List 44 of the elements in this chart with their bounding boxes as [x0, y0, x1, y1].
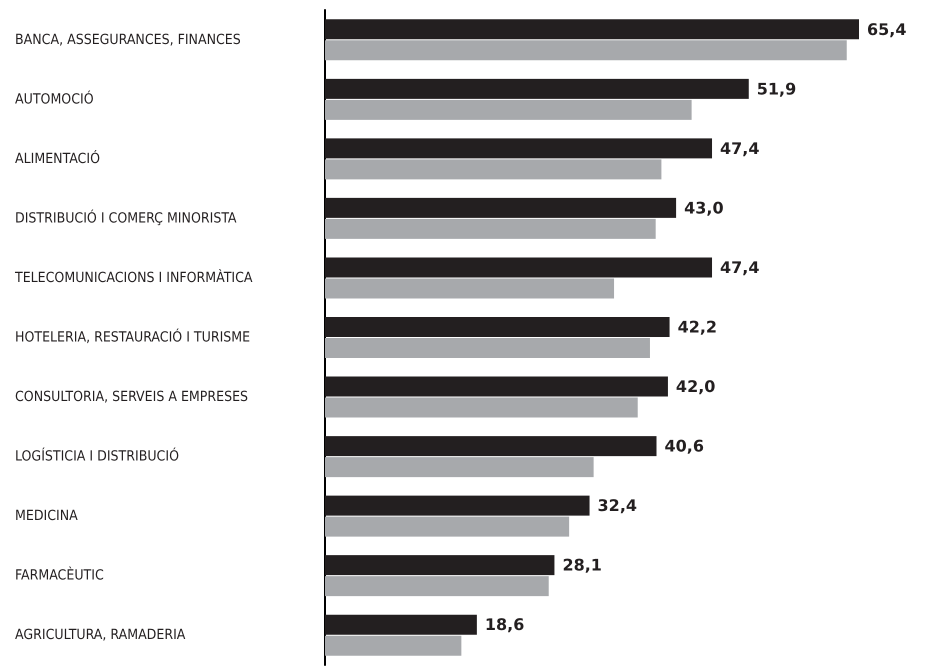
bar: [325, 317, 670, 337]
y-tick-label: AUTOMOCIÓ: [15, 90, 94, 108]
y-tick-label: BANCA, ASSEGURANCES, FINANCES: [15, 32, 241, 48]
data-label: 42,2: [678, 318, 718, 336]
bar: [325, 457, 594, 478]
bar: [325, 198, 676, 218]
data-label: 51,9: [756, 79, 796, 98]
bar: [325, 516, 570, 537]
y-tick-label: LOGÍSTICIA I DISTRIBUCIÓ: [15, 448, 180, 465]
bar: [325, 159, 662, 180]
data-label: 18,6: [484, 615, 524, 634]
bar: [325, 78, 749, 99]
y-tick-label: MEDICINA: [15, 508, 78, 524]
bar: [325, 576, 549, 596]
bar: [325, 636, 462, 656]
data-label: 65,4: [867, 20, 906, 39]
y-tick-label: DISTRIBUCIÓ I COMERÇ MINORISTA: [15, 209, 237, 226]
y-tick-label: FARMACÈUTIC: [15, 566, 104, 584]
bar: [325, 398, 638, 418]
y-tick-label: TELECOMUNICACIONS I INFORMÀTICA: [14, 268, 253, 286]
y-tick-label: CONSULTORIA, SERVEIS A EMPRESES: [15, 389, 248, 406]
bar: [325, 19, 859, 40]
data-label: 47,4: [720, 258, 760, 277]
data-label: 47,4: [720, 138, 760, 158]
data-label: 40,6: [664, 436, 704, 456]
bar: [325, 436, 657, 456]
data-label: 43,0: [684, 198, 724, 218]
data-label: 42,0: [676, 377, 716, 396]
bar: [325, 40, 847, 60]
bar: [325, 138, 712, 158]
bar: [325, 257, 712, 278]
bar: [325, 376, 668, 397]
bar: [325, 614, 477, 635]
y-tick-label: HOTELERIA, RESTAURACIÓ I TURISME: [15, 328, 250, 346]
bar: [325, 278, 614, 298]
bar: [325, 218, 656, 239]
bar: [325, 100, 692, 120]
y-tick-label: AGRICULTURA, RAMADERIA: [15, 627, 186, 644]
bar: [325, 555, 554, 576]
bar: [325, 338, 650, 358]
data-label: 32,4: [598, 496, 638, 516]
data-label: 28,1: [562, 556, 602, 575]
y-tick-label: ALIMENTACIÓ: [15, 150, 100, 167]
bar: [325, 496, 590, 516]
